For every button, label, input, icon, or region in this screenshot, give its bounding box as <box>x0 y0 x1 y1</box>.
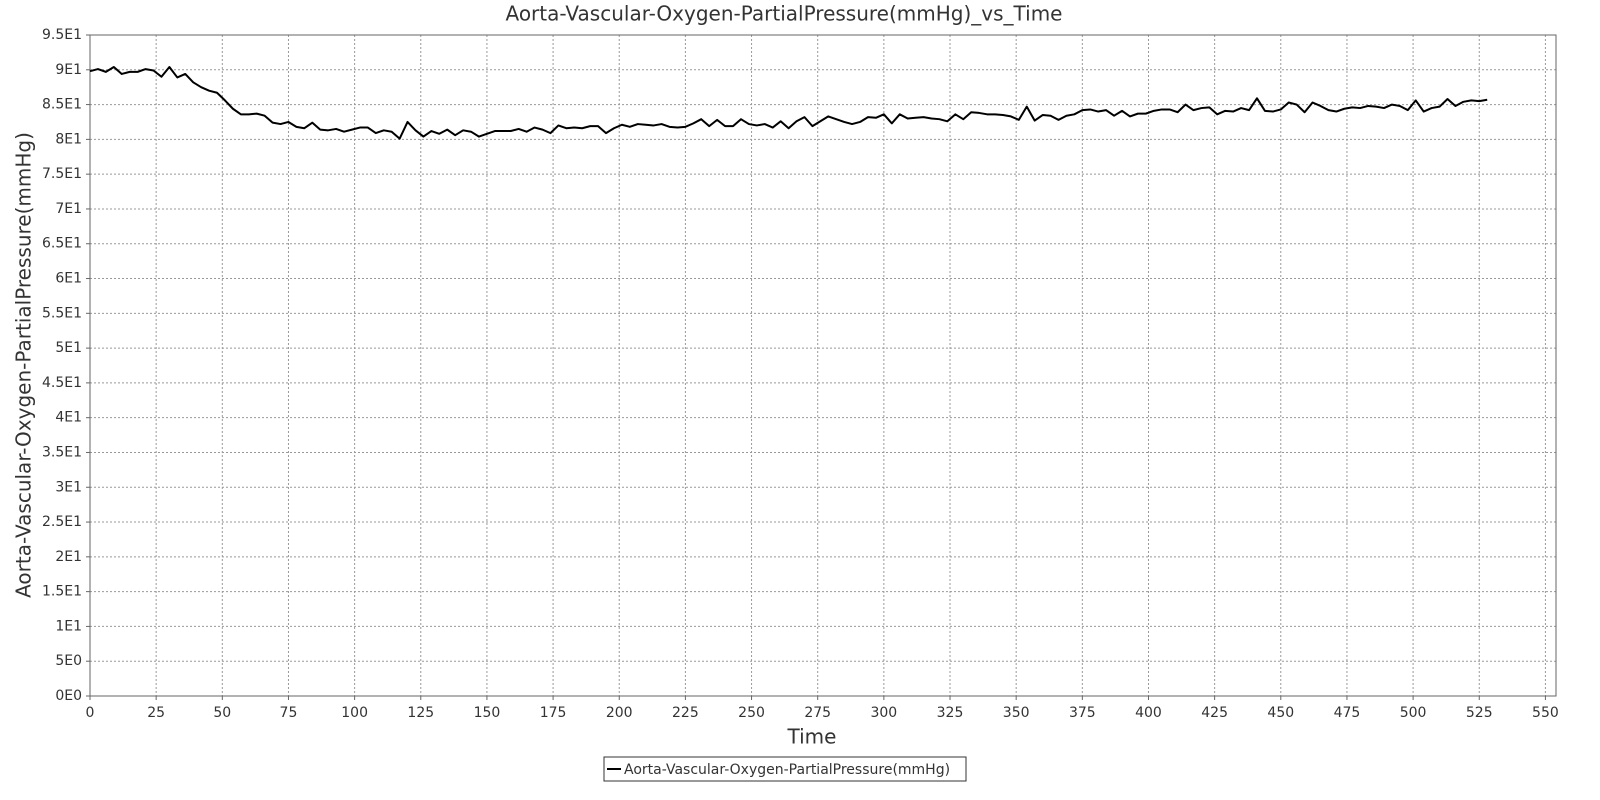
y-tick-label: 7E1 <box>55 201 82 217</box>
x-tick-label: 525 <box>1466 705 1493 721</box>
legend-box <box>603 756 967 782</box>
data-line <box>89 66 1488 140</box>
x-tick-label: 300 <box>870 705 897 721</box>
y-tick-label: 4.5E1 <box>42 375 82 391</box>
x-tick-label: 375 <box>1069 705 1096 721</box>
x-tick-label: 150 <box>474 705 501 721</box>
x-tick-label: 400 <box>1135 705 1162 721</box>
x-tick-label: 125 <box>407 705 434 721</box>
legend-label: Aorta-Vascular-Oxygen-PartialPressure(mm… <box>624 762 950 778</box>
y-tick-label: 1E1 <box>55 618 82 634</box>
x-tick-label: 250 <box>738 705 765 721</box>
y-tick-label: 2.5E1 <box>42 514 82 530</box>
x-axis-label: Time <box>787 725 837 749</box>
x-tick-label: 200 <box>606 705 633 721</box>
y-tick-label: 1.5E1 <box>42 584 82 600</box>
y-tick-label: 7.5E1 <box>42 166 82 182</box>
chart-title: Aorta-Vascular-Oxygen-PartialPressure(mm… <box>505 2 1062 26</box>
y-tick-label: 3E1 <box>55 479 82 495</box>
x-tick-label: 325 <box>937 705 964 721</box>
y-tick-label: 2E1 <box>55 549 82 565</box>
x-tick-label: 450 <box>1267 705 1294 721</box>
y-tick-label: 9E1 <box>55 62 82 78</box>
y-tick-label: 5E0 <box>55 653 82 669</box>
x-tick-label: 475 <box>1334 705 1361 721</box>
y-tick-label: 9.5E1 <box>42 27 82 43</box>
x-tick-label: 500 <box>1400 705 1427 721</box>
y-tick-label: 3.5E1 <box>42 444 82 460</box>
x-tick-label: 425 <box>1201 705 1228 721</box>
x-tick-label: 25 <box>147 705 165 721</box>
y-tick-label: 6E1 <box>55 271 82 287</box>
y-tick-label: 8.5E1 <box>42 97 82 113</box>
x-tick-label: 350 <box>1003 705 1030 721</box>
x-tick-label: 75 <box>280 705 298 721</box>
x-tick-label: 100 <box>341 705 368 721</box>
x-tick-label: 175 <box>540 705 567 721</box>
y-tick-label: 8E1 <box>55 131 82 147</box>
x-tick-label: 50 <box>213 705 231 721</box>
y-tick-label: 4E1 <box>55 410 82 426</box>
x-tick-label: 0 <box>86 705 95 721</box>
plot-frame <box>89 34 1557 697</box>
x-tick-label: 275 <box>804 705 831 721</box>
y-tick-label: 6.5E1 <box>42 236 82 252</box>
x-tick-label: 550 <box>1532 705 1559 721</box>
y-tick-label: 5.5E1 <box>42 305 82 321</box>
y-tick-label: 0E0 <box>55 688 82 704</box>
y-axis-label: Aorta-Vascular-Oxygen-PartialPressure(mm… <box>12 132 36 598</box>
x-tick-label: 225 <box>672 705 699 721</box>
y-tick-label: 5E1 <box>55 340 82 356</box>
